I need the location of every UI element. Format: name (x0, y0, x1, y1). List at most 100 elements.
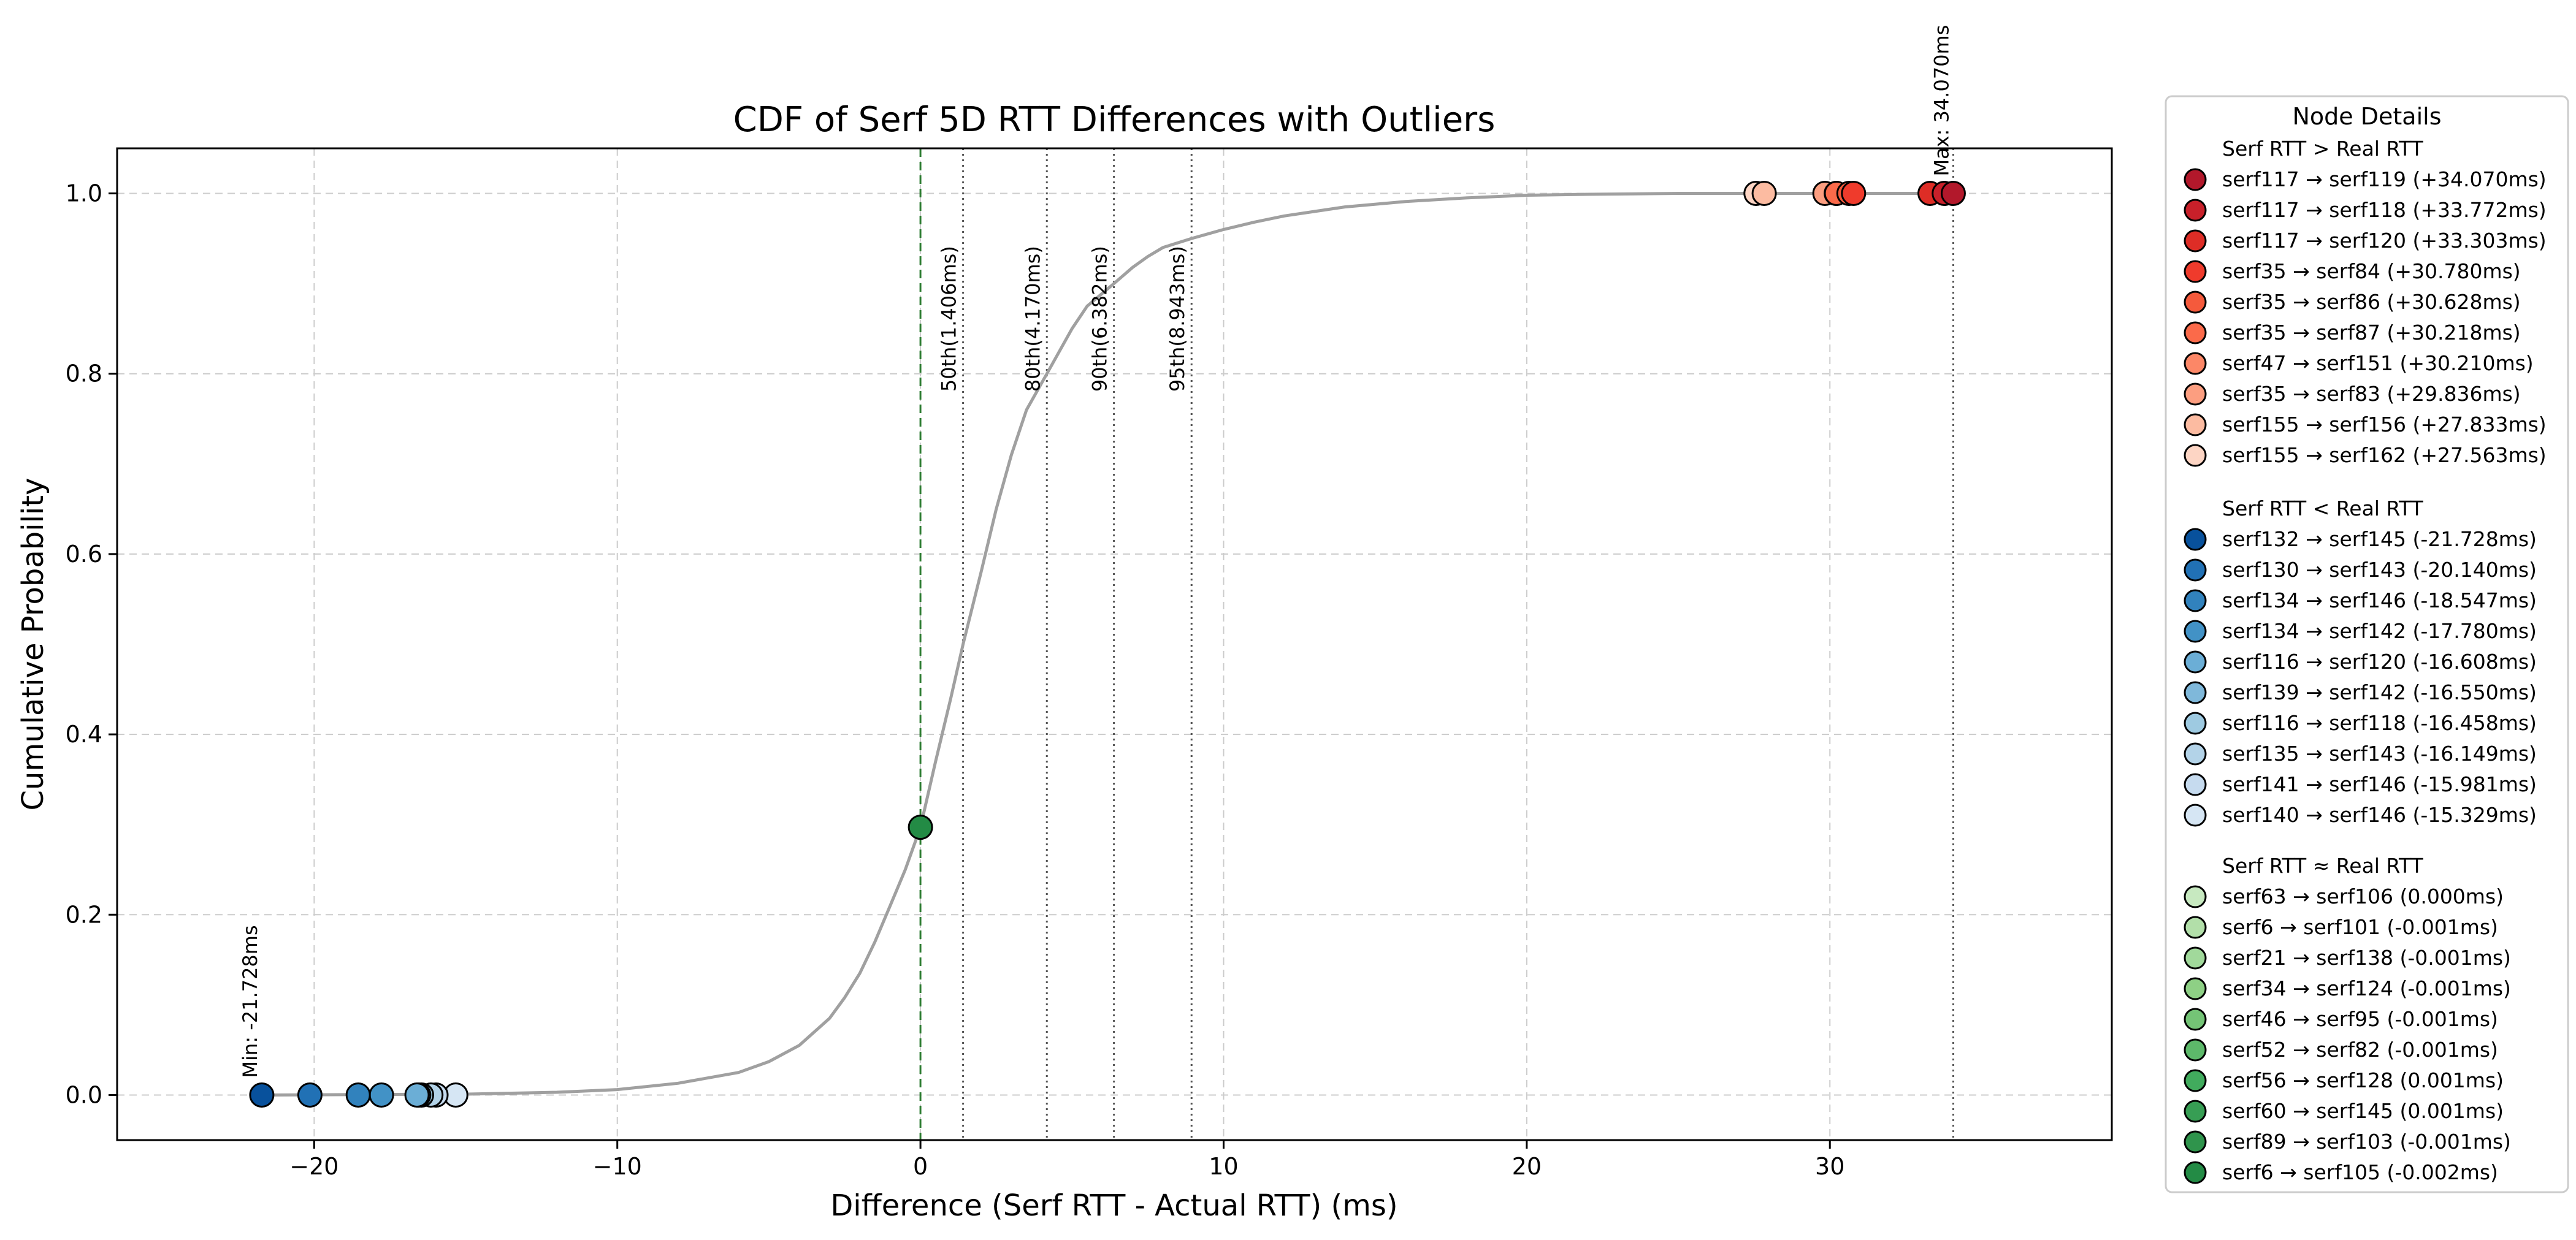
legend-entry: serf139 → serf142 (-16.550ms) (2222, 680, 2537, 704)
legend-entry: serf35 → serf87 (+30.218ms) (2222, 321, 2521, 344)
percentile-label: 80th(4.170ms) (1021, 246, 1044, 392)
outlier-under-point (345, 1082, 371, 1108)
legend-group-heading: Serf RTT > Real RTT (2222, 137, 2424, 161)
legend-entry: serf155 → serf162 (+27.563ms) (2222, 443, 2547, 467)
legend-entry: serf60 → serf145 (0.001ms) (2222, 1099, 2504, 1123)
legend-marker (2184, 382, 2207, 406)
outlier-over-point (1841, 181, 1867, 207)
legend-entry: serf117 → serf118 (+33.772ms) (2222, 198, 2547, 222)
legend-entry: serf34 → serf124 (-0.001ms) (2222, 976, 2511, 1000)
legend-entry: serf134 → serf146 (-18.547ms) (2222, 588, 2537, 612)
outlier-under-point (404, 1082, 430, 1108)
legend-group-heading: Serf RTT < Real RTT (2222, 496, 2424, 520)
legend-marker (2184, 444, 2207, 467)
legend-marker (2184, 1069, 2207, 1092)
legend-entry: serf35 → serf84 (+30.780ms) (2222, 259, 2521, 283)
legend-title: Node Details (2293, 103, 2442, 130)
legend-marker (2184, 681, 2207, 704)
legend-marker (2184, 168, 2207, 191)
legend-marker (2184, 413, 2207, 436)
legend-marker (2184, 528, 2207, 551)
legend-marker (2184, 1161, 2207, 1184)
legend-marker (2184, 650, 2207, 674)
legend-entry: serf63 → serf106 (0.000ms) (2222, 884, 2504, 908)
legend-marker (2184, 589, 2207, 612)
y-tick-label: 0.0 (66, 1081, 102, 1108)
legend-entry: serf6 → serf101 (-0.001ms) (2222, 915, 2498, 939)
grid-lines (117, 148, 2112, 1140)
outlier-points (249, 181, 1966, 1108)
legend-entry: serf141 → serf146 (-15.981ms) (2222, 772, 2537, 796)
x-tick-label: −20 (289, 1153, 338, 1180)
plot-area-frame (116, 147, 2113, 1141)
max-annotation: Max: 34.070ms (1930, 25, 1953, 177)
x-tick-label: 30 (1815, 1153, 1844, 1180)
x-tick-label: 10 (1209, 1153, 1238, 1180)
legend-marker (2184, 620, 2207, 643)
legend-marker (2184, 804, 2207, 827)
zero-difference-marker (908, 815, 933, 840)
legend-marker (2184, 885, 2207, 908)
legend-entry: serf89 → serf103 (-0.001ms) (2222, 1130, 2511, 1154)
legend-entry: serf35 → serf86 (+30.628ms) (2222, 290, 2521, 314)
legend-marker (2184, 199, 2207, 222)
axis-ticks: −20 −10 0 10 20 30 0.0 0.2 0.4 0.6 0.8 1.0 (66, 180, 1845, 1180)
legend-entry: serf117 → serf120 (+33.303ms) (2222, 229, 2547, 253)
legend-entry: serf155 → serf156 (+27.833ms) (2222, 413, 2547, 436)
legend-marker (2184, 1038, 2207, 1062)
outlier-under-point (369, 1082, 394, 1108)
legend-marker (2184, 977, 2207, 1000)
annotations: 50th(1.406ms) 80th(4.170ms) 90th(6.382ms) 9… (239, 25, 1954, 1078)
legend-group-heading: Serf RTT ≈ Real RTT (2222, 854, 2424, 878)
legend-marker (2184, 773, 2207, 796)
x-tick-label: 0 (913, 1153, 928, 1180)
percentile-label: 50th(1.406ms) (938, 246, 961, 392)
y-tick-label: 0.8 (66, 360, 102, 387)
legend-marker (2184, 352, 2207, 375)
outlier-under-point (249, 1082, 275, 1108)
legend-marker (2184, 321, 2207, 344)
legend-marker (2184, 712, 2207, 735)
percentile-label: 90th(6.382ms) (1088, 246, 1112, 392)
legend-entry: serf6 → serf105 (-0.002ms) (2222, 1160, 2498, 1184)
percentile-label: 95th(8.943ms) (1166, 246, 1189, 392)
reference-lines (919, 148, 1954, 1140)
legend-entry: serf140 → serf146 (-15.329ms) (2222, 803, 2537, 827)
y-axis-label: Cumulative Probability (16, 478, 50, 811)
legend-marker (2184, 916, 2207, 939)
y-tick-label: 1.0 (66, 180, 102, 207)
legend-entry: serf132 → serf145 (-21.728ms) (2222, 527, 2537, 551)
legend-entry: serf116 → serf118 (-16.458ms) (2222, 711, 2537, 735)
y-tick-label: 0.4 (66, 721, 102, 748)
min-annotation: Min: -21.728ms (239, 925, 262, 1078)
chart-title: CDF of Serf 5D RTT Differences with Outl… (733, 100, 1496, 140)
legend-marker (2184, 260, 2207, 283)
legend-marker (2184, 291, 2207, 314)
legend: Node Details Serf RTT > Real RTT serf117 →… (2165, 95, 2569, 1193)
cdf-curve-group (261, 192, 1954, 1097)
legend-entry: serf21 → serf138 (-0.001ms) (2222, 946, 2511, 970)
legend-entry: serf130 → serf143 (-20.140ms) (2222, 558, 2537, 582)
legend-marker (2184, 1130, 2207, 1154)
legend-entry: serf56 → serf128 (0.001ms) (2222, 1068, 2504, 1092)
outlier-under-point (297, 1082, 323, 1108)
legend-entry: serf116 → serf120 (-16.608ms) (2222, 650, 2537, 674)
outlier-over-point (1940, 181, 1966, 207)
legend-entry: serf134 → serf142 (-17.780ms) (2222, 619, 2537, 643)
legend-entry: serf52 → serf82 (-0.001ms) (2222, 1038, 2498, 1062)
outlier-over-point (1751, 181, 1777, 207)
legend-entry: serf46 → serf95 (-0.001ms) (2222, 1007, 2498, 1031)
legend-marker (2184, 229, 2207, 253)
x-axis-label: Difference (Serf RTT - Actual RTT) (ms) (830, 1189, 1397, 1223)
legend-marker (2184, 1008, 2207, 1031)
legend-marker (2184, 946, 2207, 970)
y-tick-label: 0.2 (66, 901, 102, 928)
cdf-line (261, 192, 1954, 1097)
legend-marker (2184, 742, 2207, 766)
legend-entry: serf47 → serf151 (+30.210ms) (2222, 351, 2534, 375)
legend-entry: serf35 → serf83 (+29.836ms) (2222, 382, 2521, 406)
legend-entry: serf135 → serf143 (-16.149ms) (2222, 742, 2537, 766)
legend-box (2165, 95, 2569, 1193)
legend-marker (2184, 558, 2207, 582)
